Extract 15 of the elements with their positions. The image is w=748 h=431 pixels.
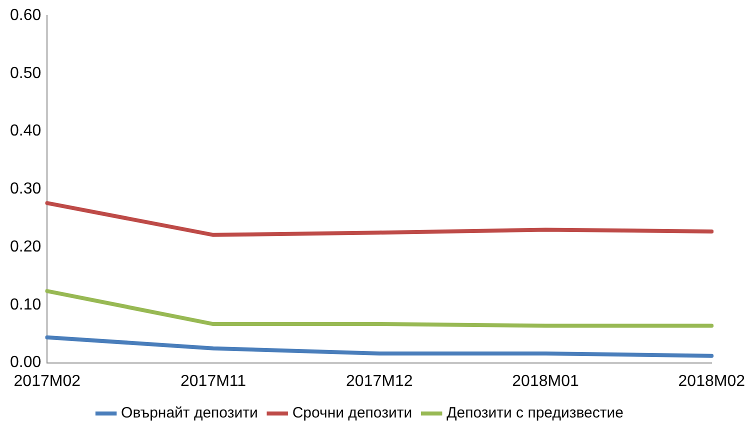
y-tick-label: 0.10	[10, 296, 42, 314]
x-tick-label: 2017M11	[180, 372, 246, 390]
legend-label: Депозити с предизвестие	[446, 404, 624, 422]
legend-label: Срочни депозити	[292, 404, 412, 422]
x-tick-label: 2018M01	[512, 372, 579, 390]
y-tick-label: 0.40	[10, 122, 42, 140]
y-tick-label: 0.60	[10, 7, 42, 24]
y-tick-label: 0.30	[10, 180, 42, 198]
y-tick-label: 0.20	[10, 238, 42, 256]
x-tick-label: 2018M02	[678, 372, 746, 390]
legend-label: Овърнайт депозити	[121, 404, 258, 422]
y-tick-label: 0.50	[10, 64, 42, 82]
x-tick-label: 2017M02	[14, 372, 81, 390]
x-tick-label: 2017M12	[346, 372, 413, 390]
y-tick-label: 0.00	[10, 354, 42, 372]
